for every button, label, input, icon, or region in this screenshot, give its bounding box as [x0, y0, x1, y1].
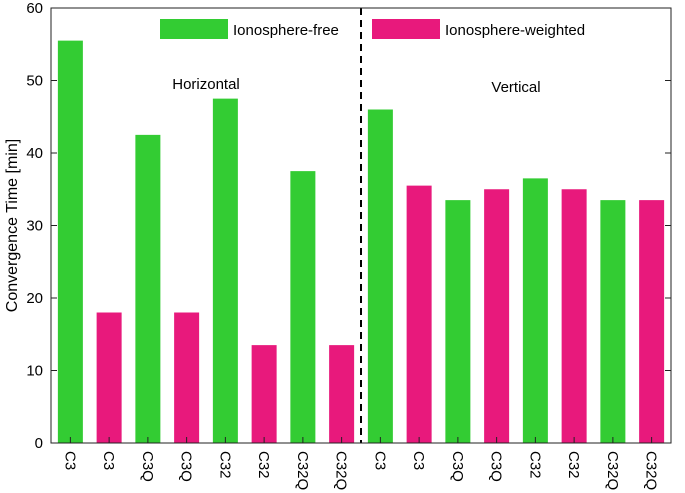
bar-ionosphere-weighted-13 — [561, 189, 587, 443]
panel-labels: Horizontal Vertical — [172, 76, 540, 96]
x-tick-label: C3Q — [178, 451, 195, 482]
x-tick-label: C32 — [255, 451, 272, 479]
y-tick-label: 30 — [26, 218, 43, 235]
panel-label-horizontal: Horizontal — [172, 76, 240, 93]
x-tick-label: C32 — [216, 451, 233, 479]
y-axis-label: Convergence Time [min] — [4, 139, 21, 312]
bar-ionosphere-free-10 — [445, 200, 471, 443]
x-tick-label: C3Q — [449, 451, 466, 482]
bar-ionosphere-weighted-1 — [96, 312, 122, 443]
x-tick-label: C3Q — [488, 451, 505, 482]
y-tick-label: 60 — [26, 0, 43, 17]
y-tick-label: 10 — [26, 363, 43, 380]
x-tick-label: C3 — [61, 451, 78, 470]
x-tick-label: C3 — [410, 451, 427, 470]
x-tick-label: C32Q — [604, 451, 621, 490]
legend-label-ionosphere-weighted: Ionosphere-weighted — [445, 22, 585, 39]
x-tick-label: C3 — [371, 451, 388, 470]
bars-group — [57, 40, 665, 443]
legend-swatch-ionosphere-free — [160, 19, 228, 39]
legend: Ionosphere-free Ionosphere-weighted — [160, 19, 585, 39]
legend-label-ionosphere-free: Ionosphere-free — [233, 22, 339, 39]
x-tick-label: C32Q — [643, 451, 660, 490]
bar-ionosphere-free-12 — [522, 178, 548, 443]
y-tick-label: 40 — [26, 145, 43, 162]
legend-swatch-ionosphere-weighted — [372, 19, 440, 39]
bar-ionosphere-weighted-5 — [251, 345, 277, 443]
panel-label-vertical: Vertical — [491, 79, 540, 96]
bar-ionosphere-free-14 — [600, 200, 626, 443]
y-tick-label: 20 — [26, 290, 43, 307]
y-tick-label: 50 — [26, 73, 43, 90]
x-tick-label: C32Q — [333, 451, 350, 490]
x-axis-ticks: C3 C3 C3Q C3Q C32 C32 C32Q C32Q C3 C3 C3Q C3Q C32 C32… — [61, 437, 660, 490]
x-tick-label: C32 — [526, 451, 543, 479]
bar-ionosphere-weighted-7 — [329, 345, 355, 443]
y-axis-ticks: 0 10 20 30 40 50 60 — [26, 0, 671, 452]
x-tick-label: C3Q — [139, 451, 156, 482]
x-tick-label: C32 — [565, 451, 582, 479]
bar-ionosphere-free-8 — [367, 109, 393, 443]
bar-ionosphere-weighted-11 — [484, 189, 510, 443]
y-tick-label: 0 — [35, 435, 43, 452]
bar-ionosphere-free-6 — [290, 171, 316, 443]
bar-ionosphere-free-4 — [212, 98, 238, 443]
bar-ionosphere-weighted-9 — [406, 185, 432, 443]
x-tick-label: C3 — [100, 451, 117, 470]
bar-ionosphere-weighted-3 — [174, 312, 200, 443]
x-tick-label: C32Q — [294, 451, 311, 490]
bar-ionosphere-free-2 — [135, 134, 161, 443]
bar-ionosphere-weighted-15 — [639, 200, 665, 443]
bar-ionosphere-free-0 — [57, 40, 83, 443]
